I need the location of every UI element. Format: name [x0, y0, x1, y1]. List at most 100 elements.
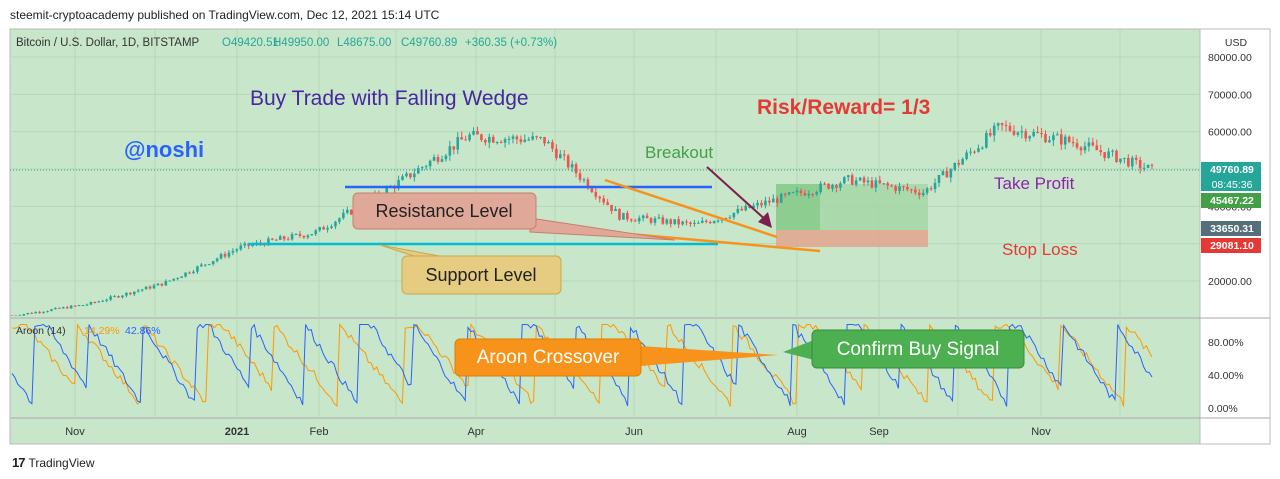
- candle-body: [606, 202, 609, 205]
- aroon-title: Aroon (14): [16, 325, 66, 337]
- candle-body: [775, 198, 779, 203]
- aroon-tick-80: 80.00%: [1208, 337, 1244, 349]
- resistance-callout[interactable]: [352, 192, 537, 230]
- author-annotation: @noshi: [124, 137, 204, 162]
- candle-body: [559, 154, 562, 159]
- candle-body: [1059, 134, 1063, 145]
- price-tick-label: 80000.00: [1208, 52, 1252, 64]
- candle-body: [464, 139, 467, 141]
- candle-body: [1048, 140, 1051, 143]
- candle-body: [988, 132, 992, 136]
- candle-body: [649, 218, 653, 223]
- confirm-callout[interactable]: [811, 329, 1025, 369]
- stop-loss-value: 29081.10: [1210, 240, 1254, 252]
- candle-body: [622, 212, 625, 220]
- candle-body: [46, 311, 49, 313]
- candle-body: [215, 258, 219, 262]
- candle-body: [602, 198, 605, 203]
- candle-body: [693, 222, 696, 224]
- candle-body: [136, 290, 140, 292]
- aroon-tick-0: 0.00%: [1208, 403, 1238, 415]
- candle-body: [129, 292, 132, 295]
- candle-body: [176, 277, 179, 279]
- aroon-down-value: 42.86%: [125, 325, 161, 337]
- candle-body: [902, 186, 905, 188]
- candle-body: [882, 183, 886, 185]
- candle-body: [338, 218, 341, 222]
- candle-body: [436, 157, 440, 162]
- tradingview-logo-icon: 17: [12, 455, 26, 470]
- candle-body: [211, 261, 215, 265]
- candle-body: [807, 193, 811, 196]
- candle-body: [894, 186, 897, 191]
- stop-loss-tag: [1201, 238, 1261, 253]
- candle-body: [586, 179, 590, 189]
- price-grid: [10, 56, 1200, 282]
- candle-body: [850, 175, 854, 185]
- candle-body: [547, 142, 550, 144]
- candle-body: [787, 192, 791, 195]
- tradingview-watermark[interactable]: 17 TradingView: [12, 455, 95, 470]
- candle-body: [1103, 152, 1106, 158]
- candle-body: [803, 193, 807, 196]
- candle-body: [716, 220, 720, 222]
- candle-body: [34, 311, 37, 314]
- candle-body: [113, 296, 116, 298]
- candle-body: [1008, 125, 1012, 131]
- candle-body: [669, 219, 673, 225]
- candle-body: [148, 286, 152, 289]
- aroon-crossover-callout[interactable]: [454, 338, 642, 377]
- candle-body: [874, 180, 878, 188]
- support-callout[interactable]: [401, 255, 562, 295]
- candle-body: [1138, 159, 1142, 169]
- aroon-crossover-label: Aroon Crossover: [477, 347, 620, 368]
- candle-body: [921, 192, 925, 196]
- confirm-callout-tail: [783, 340, 814, 360]
- candle-body: [953, 162, 957, 170]
- candle-body: [562, 154, 566, 156]
- breakout-annotation: Breakout: [645, 143, 713, 162]
- ohlc-close: C49760.89: [401, 37, 457, 49]
- candle-body: [1028, 136, 1032, 139]
- candle-body: [413, 173, 416, 178]
- candle-body: [468, 134, 471, 141]
- take-profit-tag: [1201, 193, 1261, 208]
- aroon-crossover-tail: [640, 346, 778, 366]
- title-annotation: Buy Trade with Falling Wedge: [250, 87, 529, 110]
- candle-body: [219, 254, 223, 259]
- candle-body: [294, 233, 298, 235]
- candle-body: [77, 305, 81, 307]
- candle-body: [858, 177, 862, 181]
- time-axis-bg: [10, 418, 1200, 444]
- candle-body: [724, 217, 728, 219]
- candle-body: [54, 307, 57, 310]
- take-profit-value: 45467.22: [1210, 195, 1254, 207]
- candle-body: [1024, 131, 1028, 139]
- candle-body: [172, 278, 176, 281]
- candle-body: [831, 185, 834, 189]
- candle-body: [969, 151, 972, 153]
- candle-body: [1130, 157, 1134, 167]
- candle-body: [132, 291, 136, 295]
- candle-body: [728, 217, 732, 219]
- candle-body: [125, 292, 128, 296]
- candle-body: [736, 208, 740, 213]
- price-pane: [10, 29, 1200, 318]
- candle-body: [1099, 150, 1103, 153]
- candle-body: [180, 276, 183, 278]
- candle-body: [756, 202, 759, 206]
- candle-body: [239, 245, 243, 250]
- candle-body: [910, 189, 913, 191]
- candle-body: [843, 177, 846, 184]
- wedge-upper-line[interactable]: [604, 178, 778, 239]
- risk-zone: [776, 230, 928, 247]
- candle-body: [282, 236, 286, 240]
- candle-body: [511, 136, 515, 139]
- candle-body: [109, 296, 112, 300]
- candle-body: [58, 307, 61, 309]
- candle-body: [590, 188, 594, 193]
- candle-body: [578, 173, 582, 180]
- candle-body: [405, 173, 408, 177]
- candle-body: [30, 312, 34, 314]
